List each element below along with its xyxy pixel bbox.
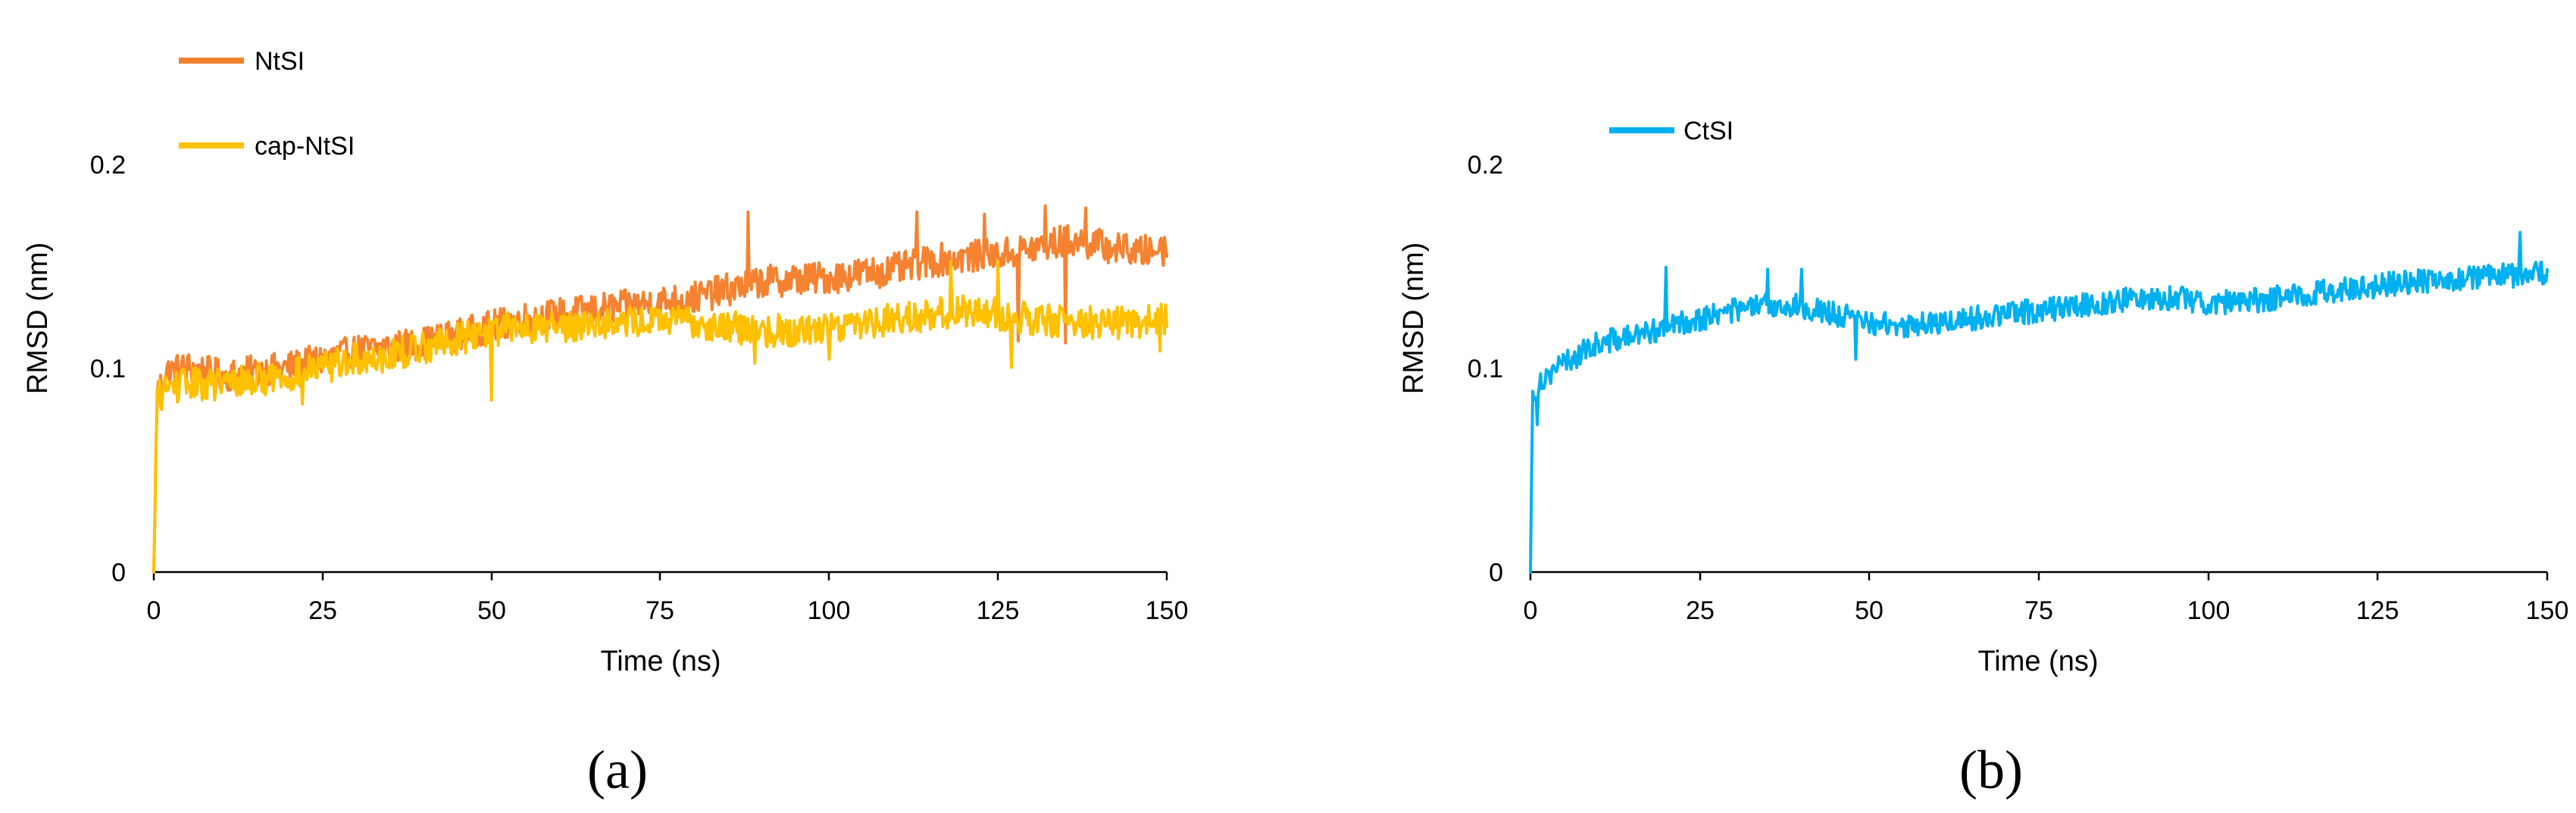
chart-panel-b: 0 0.1 0.2 0 25 50 75 100 125 150 Time (n… xyxy=(1398,117,2568,800)
y-tick-label: 0.1 xyxy=(1468,355,1503,383)
x-tick-marks xyxy=(152,572,1168,580)
y-tick-label: 0.2 xyxy=(1468,151,1503,180)
legend: CtSI xyxy=(1609,117,1733,145)
x-tick-label: 125 xyxy=(2356,596,2399,625)
series-line-cap-ntsi xyxy=(152,259,1168,574)
x-tick-labels: 0 25 50 75 100 125 150 xyxy=(147,596,1189,625)
x-tick-label: 125 xyxy=(977,596,1020,625)
y-tick-label: 0.2 xyxy=(90,151,126,180)
chart-panel-a: 0 0.1 0.2 0 25 50 75 100 125 150 Time (n… xyxy=(22,47,1188,800)
x-tick-label: 25 xyxy=(308,596,337,625)
y-axis-title: RMSD (nm) xyxy=(22,242,54,395)
legend-label: NtSI xyxy=(255,47,305,76)
x-tick-labels: 0 25 50 75 100 125 150 xyxy=(1524,596,2569,625)
x-tick-label: 150 xyxy=(1146,596,1189,625)
series-line-ntsi xyxy=(152,204,1168,574)
x-tick-label: 25 xyxy=(1686,596,1715,625)
y-tick-label: 0 xyxy=(111,558,126,587)
y-tick-labels: 0 0.1 0.2 xyxy=(90,151,126,587)
x-tick-marks xyxy=(1529,572,2549,580)
x-tick-label: 75 xyxy=(646,596,674,625)
series-group xyxy=(1529,230,2549,574)
x-tick-label: 0 xyxy=(147,596,161,625)
series-line-ctsi xyxy=(1529,230,2549,574)
x-tick-label: 0 xyxy=(1524,596,1538,625)
legend: NtSI cap-NtSI xyxy=(179,47,355,161)
legend-label: CtSI xyxy=(1683,117,1733,145)
y-tick-labels: 0 0.1 0.2 xyxy=(1468,151,1503,587)
x-tick-label: 150 xyxy=(2526,596,2569,625)
x-tick-label: 100 xyxy=(2187,596,2231,625)
panel-label: (b) xyxy=(1959,740,2023,800)
x-tick-label: 50 xyxy=(477,596,506,625)
y-axis-title: RMSD (nm) xyxy=(1398,242,1430,395)
x-axis-title: Time (ns) xyxy=(600,646,721,677)
x-tick-label: 50 xyxy=(1855,596,1884,625)
series-group xyxy=(152,204,1168,574)
x-tick-label: 75 xyxy=(2024,596,2053,625)
panel-label: (a) xyxy=(587,740,648,800)
x-tick-label: 100 xyxy=(808,596,851,625)
y-tick-label: 0.1 xyxy=(90,355,126,383)
y-tick-label: 0 xyxy=(1489,558,1503,587)
legend-label: cap-NtSI xyxy=(255,132,355,161)
x-axis-title: Time (ns) xyxy=(1977,646,2098,677)
